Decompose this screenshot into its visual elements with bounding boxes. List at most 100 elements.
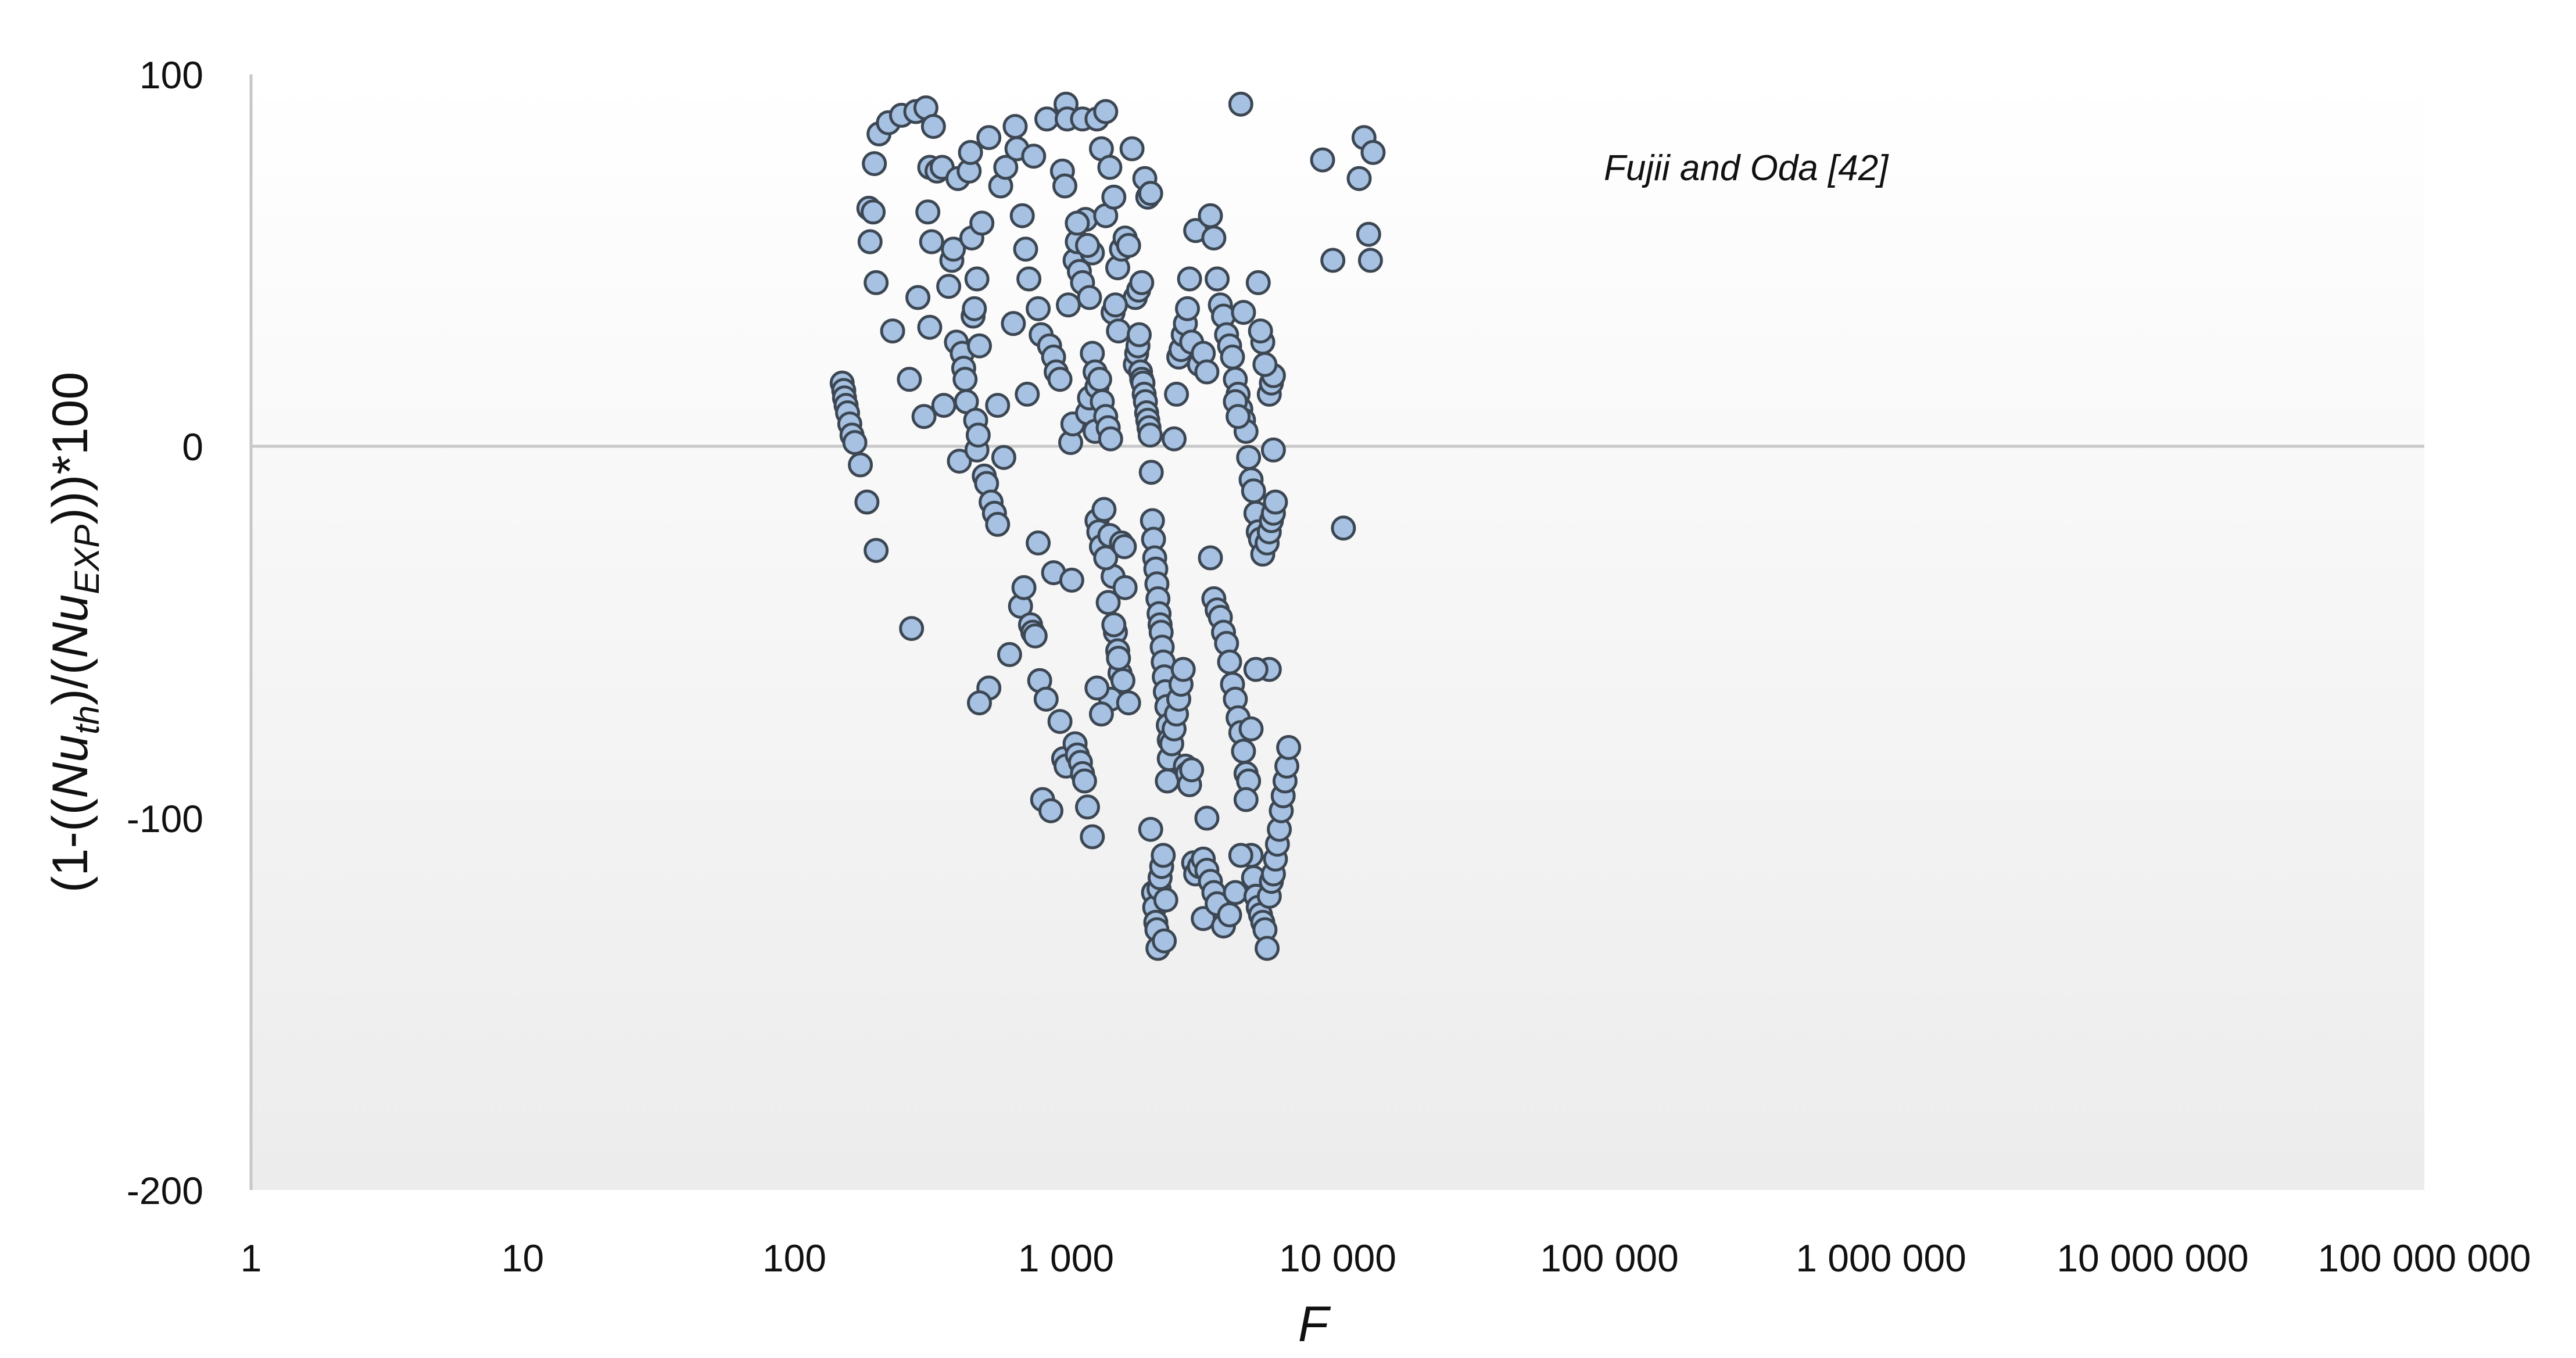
scatter-point — [1088, 701, 1114, 727]
scatter-point — [899, 616, 925, 642]
scatter-point — [1164, 381, 1190, 407]
scatter-point — [964, 266, 990, 292]
scatter-point — [1198, 545, 1223, 571]
scatter-point — [1077, 285, 1102, 310]
scatter-point — [1087, 367, 1112, 392]
scatter-point — [1320, 248, 1346, 273]
scatter-point — [958, 139, 983, 165]
y-tick-labels: 100 0 -100 -200 — [127, 53, 203, 1212]
scatter-point — [1059, 567, 1084, 593]
scatter-point — [941, 237, 966, 262]
scatter-point — [1065, 210, 1090, 236]
scatter-point — [1276, 734, 1302, 760]
scatter-point — [1103, 292, 1128, 318]
x-tick-label: 10 000 — [1279, 1237, 1396, 1280]
scatter-point — [1112, 534, 1137, 560]
scatter-point — [1034, 106, 1059, 132]
scatter-point — [967, 333, 992, 359]
scatter-point — [1233, 787, 1259, 812]
y-tick-label: -100 — [127, 797, 203, 840]
scatter-point — [920, 114, 946, 139]
scatter-point — [1241, 478, 1266, 504]
x-tick-label: 1 000 000 — [1796, 1237, 1966, 1280]
scatter-point — [1127, 322, 1152, 347]
scatter-point — [1357, 248, 1383, 273]
y-tick-label: 100 — [139, 53, 203, 96]
scatter-point — [1175, 296, 1200, 321]
scatter-point — [997, 642, 1022, 667]
scatter-point — [915, 199, 941, 225]
scatter-point — [1152, 928, 1177, 954]
x-tick-label: 100 000 — [1540, 1237, 1679, 1280]
scatter-point — [1038, 798, 1063, 823]
scatter-point — [1116, 232, 1141, 258]
scatter-point — [1138, 460, 1164, 485]
scatter-point — [1022, 623, 1048, 648]
x-tick-label: 100 000 000 — [2317, 1237, 2531, 1280]
scatter-point — [969, 210, 995, 236]
scatter-point — [1072, 768, 1097, 794]
scatter-points — [829, 91, 1386, 961]
scatter-point — [911, 404, 937, 429]
scatter-point — [1002, 114, 1028, 139]
scatter-point — [1084, 675, 1110, 701]
scatter-point — [862, 151, 887, 177]
scatter-point — [864, 538, 889, 563]
y-axis-label: (1-((Nuth)/(NuEXP)))*100 — [42, 372, 106, 893]
scatter-point — [1162, 426, 1187, 452]
scatter-point — [965, 422, 991, 448]
scatter-point — [864, 270, 889, 295]
scatter-point — [1098, 426, 1123, 452]
scatter-point — [857, 229, 883, 255]
scatter-point — [1252, 352, 1278, 377]
scatter-point — [1106, 318, 1131, 344]
x-tick-label: 1 000 — [1018, 1237, 1114, 1280]
scatter-point — [1101, 184, 1127, 210]
scatter-point — [931, 393, 956, 418]
scatter-point — [1223, 880, 1248, 905]
scatter-point — [993, 155, 1019, 180]
scatter-point — [1331, 515, 1356, 541]
scatter-point — [1129, 270, 1155, 295]
x-tick-label: 10 000 000 — [2056, 1237, 2248, 1280]
scatter-point — [1080, 824, 1105, 850]
scatter-point — [936, 274, 962, 299]
scatter-point — [1217, 902, 1242, 927]
scatter-point — [861, 199, 886, 225]
scatter-point — [952, 367, 978, 392]
scatter-point — [1255, 936, 1280, 961]
scatter-point — [1170, 657, 1196, 682]
scatter-point — [1153, 887, 1178, 913]
scatter-point — [919, 229, 944, 255]
scatter-point — [1075, 794, 1100, 820]
scatter-point — [1263, 489, 1288, 515]
scatter-point — [848, 452, 873, 478]
scatter-point — [967, 690, 992, 716]
scatter-point — [1015, 381, 1040, 407]
scatter-point — [1091, 497, 1117, 522]
scatter-point — [1151, 843, 1176, 868]
x-axis-label: F — [1298, 1296, 1331, 1352]
scatter-point — [1248, 318, 1273, 344]
scatter-point — [1137, 422, 1163, 448]
scatter-point — [985, 511, 1011, 537]
scatter-point — [1021, 144, 1047, 169]
scatter-point — [1106, 646, 1131, 671]
scatter-point — [1047, 367, 1073, 392]
scatter-point — [1110, 668, 1135, 693]
x-tick-label: 10 — [501, 1237, 544, 1280]
scatter-point — [985, 393, 1011, 418]
scatter-point — [1360, 139, 1386, 165]
scatter-point — [1095, 590, 1121, 615]
scatter-point — [1093, 99, 1119, 124]
scatter-point — [1056, 292, 1081, 318]
scatter-point — [962, 296, 987, 321]
scatter-point — [1026, 296, 1051, 321]
scatter-point — [1245, 270, 1271, 295]
scatter-point — [1231, 300, 1256, 325]
scatter-point — [1198, 203, 1223, 228]
scatter-point — [897, 367, 922, 392]
x-tick-label: 100 — [762, 1237, 826, 1280]
scatter-point — [1238, 716, 1264, 741]
